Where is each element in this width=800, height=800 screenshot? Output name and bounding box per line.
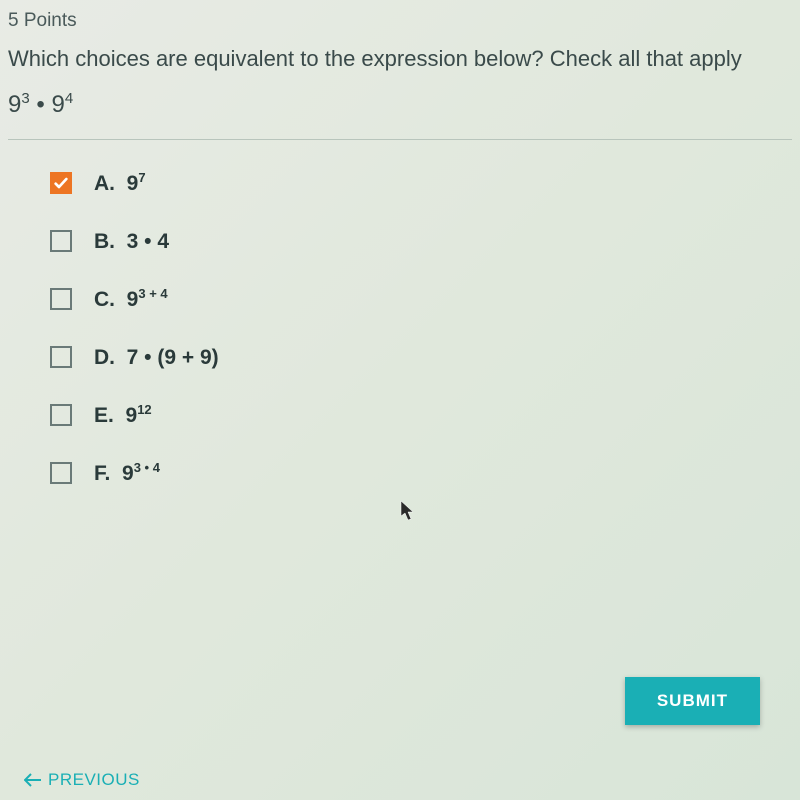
checkbox-a[interactable] — [50, 172, 72, 194]
choice-f-base: 9 — [122, 462, 134, 485]
checkbox-b[interactable] — [50, 230, 72, 252]
choice-e[interactable]: E. 912 — [50, 402, 800, 428]
choice-f-letter: F. — [94, 462, 110, 485]
choice-e-label: E. 912 — [94, 402, 152, 428]
divider — [8, 139, 792, 140]
question-text: Which choices are equivalent to the expr… — [0, 36, 800, 90]
choice-f-label: F. 93 • 4 — [94, 460, 160, 486]
choice-e-base: 9 — [126, 404, 138, 427]
choice-c-label: C. 93 + 4 — [94, 286, 168, 312]
choice-f[interactable]: F. 93 • 4 — [50, 460, 800, 486]
choice-a-exp: 7 — [138, 170, 145, 185]
choice-e-letter: E. — [94, 404, 114, 427]
submit-button[interactable]: SUBMIT — [625, 677, 760, 725]
previous-label: PREVIOUS — [48, 770, 140, 790]
choice-d[interactable]: D. 7 • (9 + 9) — [50, 344, 800, 370]
choice-b-label: B. 3 • 4 — [94, 228, 169, 254]
choice-d-base: 7 • (9 + 9) — [127, 346, 219, 369]
choice-c-letter: C. — [94, 288, 115, 311]
choice-b-base: 3 • 4 — [127, 230, 169, 253]
points-label: 5 Points — [0, 0, 800, 36]
question-expression: 93 • 94 — [0, 90, 800, 139]
arrow-left-icon — [24, 773, 42, 787]
checkbox-d[interactable] — [50, 346, 72, 368]
checkbox-f[interactable] — [50, 462, 72, 484]
checkbox-e[interactable] — [50, 404, 72, 426]
expr-dot: • — [30, 91, 52, 118]
expr-base1: 9 — [8, 91, 21, 118]
choice-b-letter: B. — [94, 230, 115, 253]
choices-list: A. 97 B. 3 • 4 C. 93 + 4 D. 7 • (9 + 9) … — [0, 170, 800, 486]
expr-exp1: 3 — [21, 90, 29, 107]
choice-c[interactable]: C. 93 + 4 — [50, 286, 800, 312]
choice-d-letter: D. — [94, 346, 115, 369]
choice-c-base: 9 — [127, 288, 139, 311]
checkbox-c[interactable] — [50, 288, 72, 310]
choice-c-exp: 3 + 4 — [138, 286, 167, 301]
choice-d-label: D. 7 • (9 + 9) — [94, 344, 219, 370]
cursor-icon — [400, 500, 416, 522]
choice-a-base: 9 — [127, 172, 139, 195]
previous-link[interactable]: PREVIOUS — [24, 770, 140, 790]
expr-exp2: 4 — [65, 90, 73, 107]
expr-base2: 9 — [51, 91, 64, 118]
choice-a-letter: A. — [94, 172, 115, 195]
choice-e-exp: 12 — [137, 402, 151, 417]
choice-f-exp: 3 • 4 — [134, 460, 160, 475]
check-icon — [53, 175, 69, 191]
choice-a-label: A. 97 — [94, 170, 146, 196]
choice-a[interactable]: A. 97 — [50, 170, 800, 196]
choice-b[interactable]: B. 3 • 4 — [50, 228, 800, 254]
